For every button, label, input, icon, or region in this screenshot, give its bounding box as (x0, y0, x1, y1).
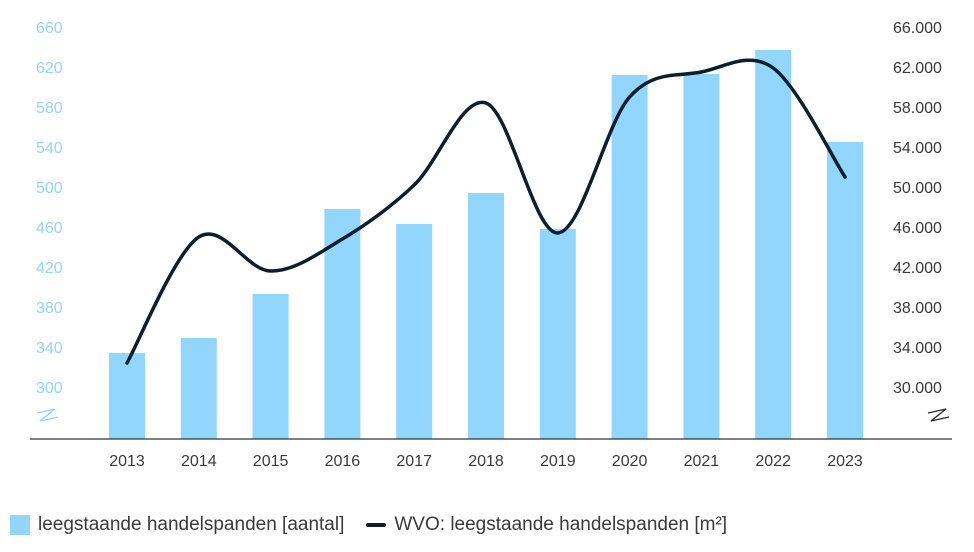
line-point-2017 (412, 183, 416, 187)
line-point-2022 (771, 66, 775, 70)
legend-label-bars: leegstaande handelspanden [aantal] (38, 514, 345, 535)
legend-swatch-bar (10, 515, 30, 535)
right-y-tick-66.000: 66.000 (893, 20, 942, 37)
bar-2017 (396, 224, 433, 439)
x-tick-label-2023: 2023 (827, 453, 863, 470)
x-tick-label-2014: 2014 (181, 453, 217, 470)
right-y-tick-34.000: 34.000 (893, 340, 942, 357)
legend-item-line: WVO: leegstaande handelspanden [m²] (366, 514, 727, 536)
bar-2019 (539, 229, 576, 439)
bar-2022 (755, 50, 792, 439)
x-axis-tick-labels: 2013 2014 2015 2016 2017 2018 2019 2020 2021 2022… (109, 453, 863, 470)
line-point-2015 (269, 269, 273, 273)
left-y-tick-300: 300 (36, 380, 63, 397)
x-tick-label-2021: 2021 (684, 453, 720, 470)
left-y-tick-460: 460 (36, 220, 63, 237)
bar-2020 (611, 75, 648, 439)
bar-2016 (324, 209, 361, 439)
legend: leegstaande handelspanden [aantal] WVO: … (10, 514, 749, 536)
left-y-tick-540: 540 (36, 140, 63, 157)
bar-series (109, 50, 863, 439)
bar-2013 (109, 353, 145, 439)
line-point-2019 (556, 231, 560, 235)
left-y-tick-380: 380 (36, 300, 63, 317)
line-point-2013 (125, 361, 129, 365)
x-tick-label-2019: 2019 (540, 453, 576, 470)
bar-2021 (683, 74, 720, 439)
left-y-tick-580: 580 (36, 100, 63, 117)
legend-label-line: WVO: leegstaande handelspanden [m²] (394, 514, 728, 535)
line-series (125, 58, 847, 365)
x-tick-label-2022: 2022 (755, 453, 791, 470)
x-tick-label-2015: 2015 (253, 453, 289, 470)
right-y-tick-46.000: 46.000 (893, 220, 942, 237)
right-y-tick-54.000: 54.000 (893, 140, 942, 157)
right-y-tick-50.000: 50.000 (893, 180, 942, 197)
line-point-2014 (197, 235, 201, 239)
right-y-tick-30.000: 30.000 (893, 380, 942, 397)
wvo-line (125, 58, 847, 365)
x-tick-label-2016: 2016 (325, 453, 361, 470)
x-tick-label-2018: 2018 (468, 453, 504, 470)
line-point-2021 (699, 70, 703, 74)
line-point-2016 (340, 237, 344, 241)
left-y-tick-340: 340 (36, 340, 63, 357)
bar-2018 (468, 193, 504, 439)
left-y-axis-ticks: 660 620 580 540 500 460 420 380 340 300 (36, 20, 63, 397)
right-y-axis-ticks: 66.000 62.000 58.000 54.000 50.000 46.000 42.0… (893, 20, 942, 397)
bar-2023 (827, 142, 863, 439)
legend-swatch-line (366, 523, 387, 527)
left-y-tick-500: 500 (36, 180, 63, 197)
left-y-tick-620: 620 (36, 60, 63, 77)
legend-item-bars: leegstaande handelspanden [aantal] (10, 514, 344, 536)
right-y-tick-58.000: 58.000 (893, 100, 942, 117)
axis-break-marks (36, 408, 950, 422)
right-y-tick-62.000: 62.000 (893, 60, 942, 77)
x-tick-label-2020: 2020 (612, 453, 648, 470)
left-axis-break-icon (36, 408, 59, 422)
left-y-tick-660: 660 (36, 20, 63, 37)
line-point-2018 (484, 101, 488, 105)
bar-2015 (252, 294, 289, 439)
x-tick-label-2017: 2017 (396, 453, 432, 470)
right-y-tick-42.000: 42.000 (893, 260, 942, 277)
bar-2014 (180, 338, 217, 439)
line-point-2020 (628, 95, 632, 99)
right-y-tick-38.000: 38.000 (893, 300, 942, 317)
line-point-2023 (843, 175, 847, 179)
left-y-tick-420: 420 (36, 260, 63, 277)
x-tick-label-2013: 2013 (109, 453, 145, 470)
right-axis-break-icon (927, 408, 950, 422)
